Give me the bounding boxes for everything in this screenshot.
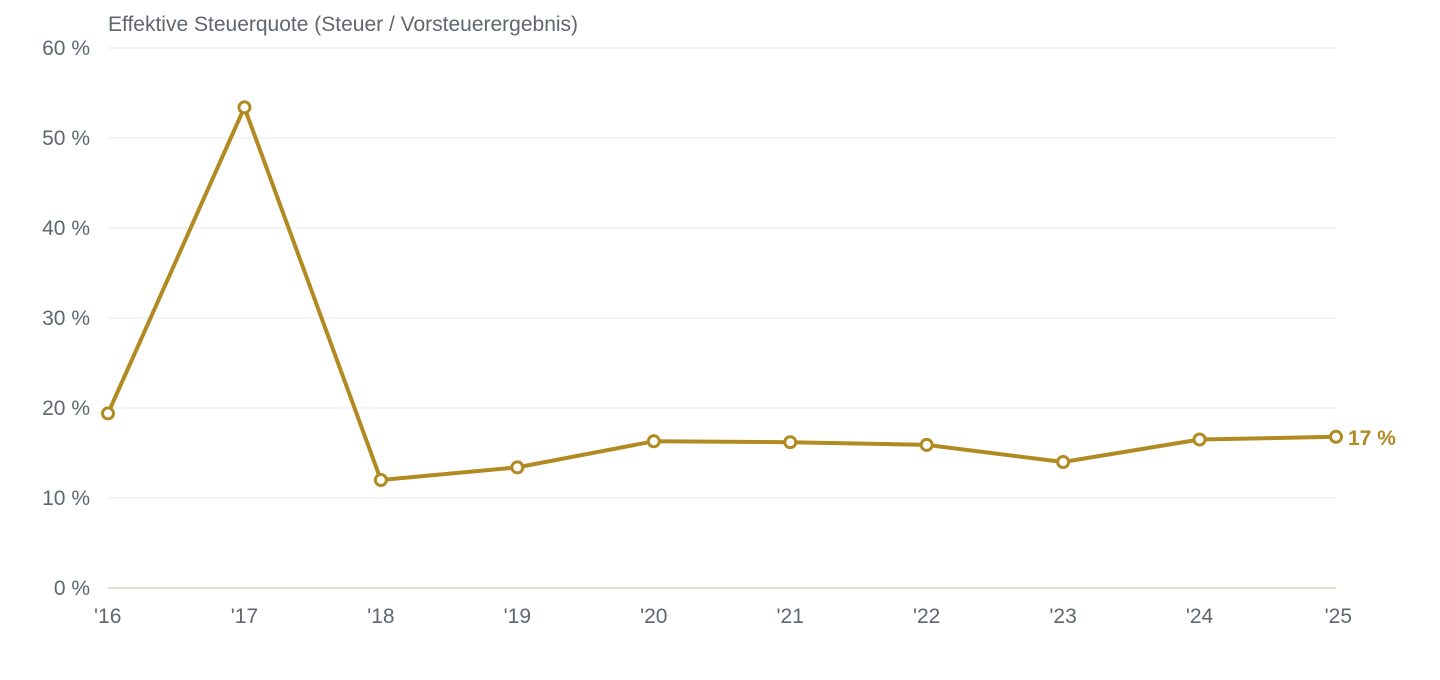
y-tick-label: 40 % [42, 217, 90, 240]
data-point [783, 435, 798, 450]
data-point [919, 437, 934, 452]
x-tick-label: '20 [640, 605, 667, 628]
data-point [646, 434, 661, 449]
y-tick-label: 30 % [42, 307, 90, 330]
data-point [510, 460, 525, 475]
x-tick-label: '19 [504, 605, 531, 628]
y-tick-label: 60 % [42, 37, 90, 60]
x-tick-label: '22 [913, 605, 940, 628]
x-tick-label: '24 [1186, 605, 1214, 628]
data-point [1192, 432, 1207, 447]
data-point [1056, 455, 1071, 469]
y-tick-label: 20 % [42, 397, 90, 420]
last-value-label: 17 % [1348, 427, 1396, 450]
y-axis-tick-labels: 0 % 10 % 20 % 30 % 40 % 50 % 60 % [42, 37, 90, 600]
x-tick-label: '16 [94, 605, 121, 628]
y-tick-label: 10 % [42, 487, 90, 510]
x-tick-label: '23 [1049, 605, 1076, 628]
x-tick-label: '25 [1325, 605, 1352, 628]
data-point [101, 406, 115, 421]
y-tick-label: 50 % [42, 127, 90, 150]
x-tick-label: '21 [777, 605, 804, 628]
x-tick-label: '17 [231, 605, 258, 628]
x-tick-label: '18 [367, 605, 394, 628]
grid-lines [108, 47, 1336, 589]
data-point [237, 100, 252, 115]
y-tick-label: 0 % [54, 577, 90, 600]
data-point [1329, 429, 1343, 444]
data-point [373, 473, 388, 487]
series-line [106, 105, 1338, 482]
series-group [106, 105, 1338, 482]
chart-title: Effektive Steuerquote (Steuer / Vorsteue… [108, 13, 578, 36]
data-points [101, 100, 1343, 487]
x-axis-tick-labels: '16 '17 '18 '19 '20 '21 '22 '23 '24 '25 [94, 605, 1352, 628]
